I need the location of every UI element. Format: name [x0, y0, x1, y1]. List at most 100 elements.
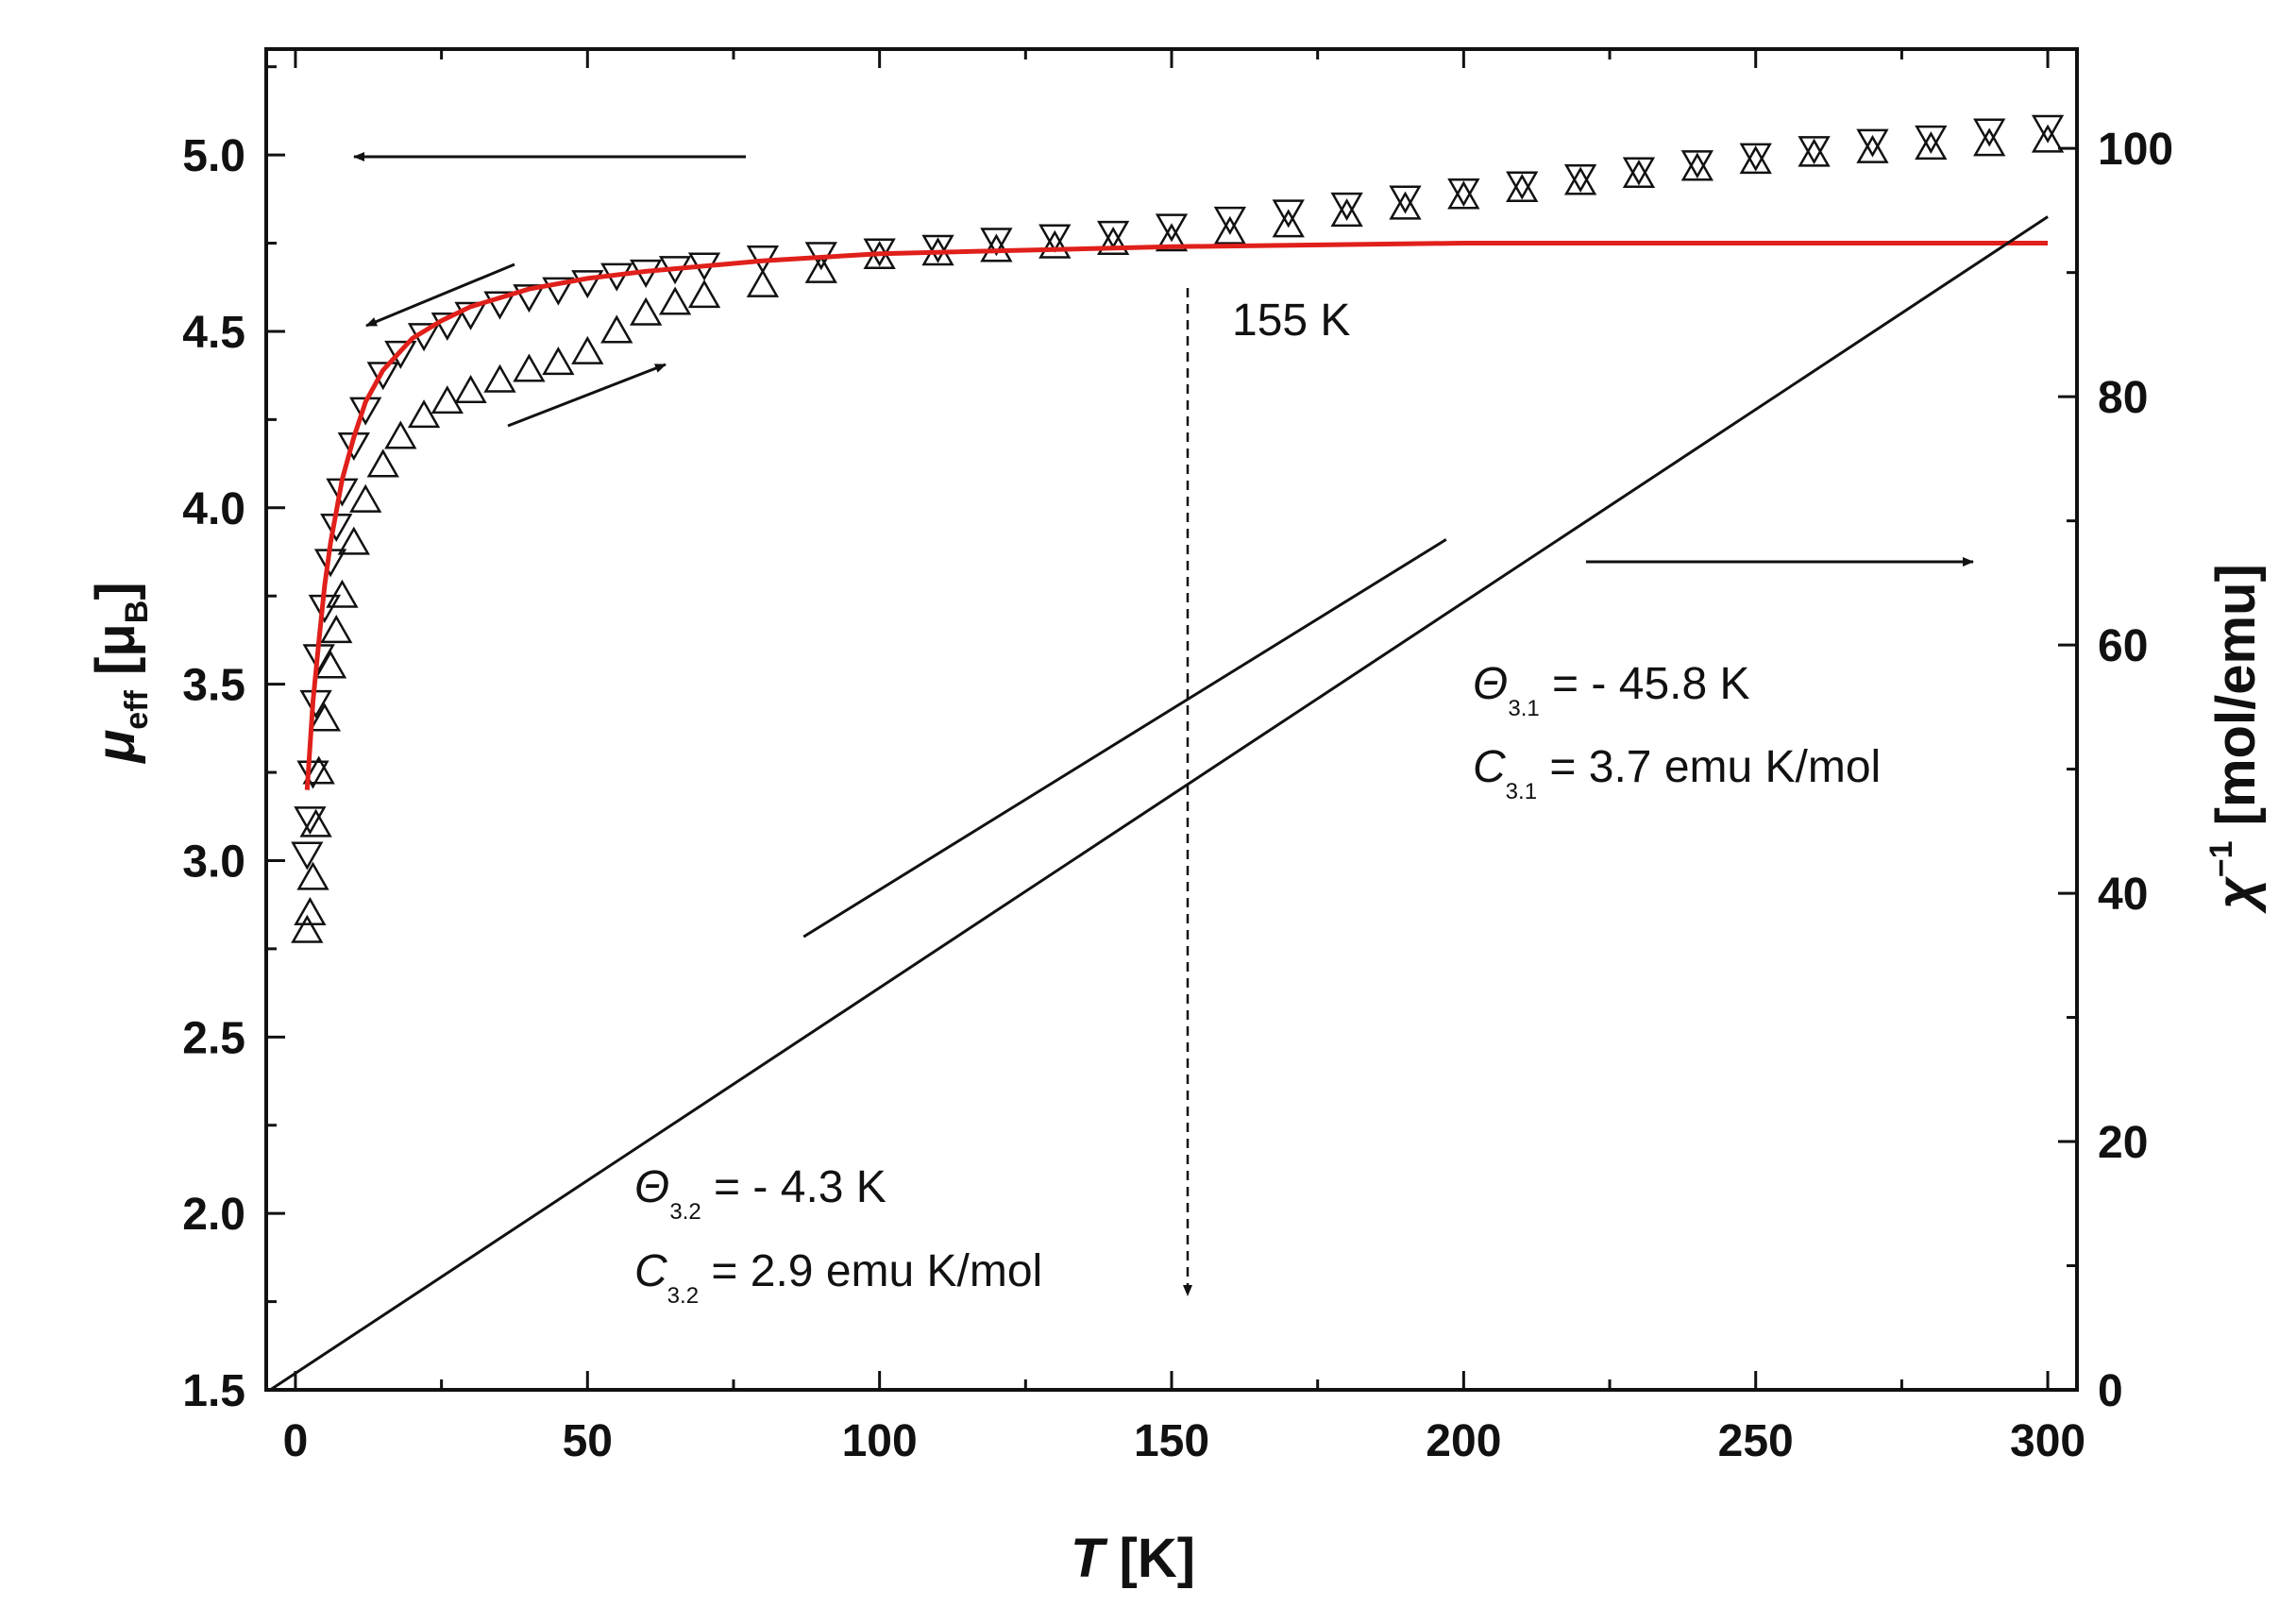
curie-weiss-fit-line: [802, 538, 1447, 939]
y-right-tick-label: 40: [2098, 870, 2148, 920]
data-point-triangle-down: [1739, 143, 1772, 172]
data-point-triangle-up: [1038, 229, 1072, 259]
data-point-triangle-up: [430, 385, 464, 414]
data-point-triangle-down: [1038, 224, 1072, 253]
data-point-triangle-down: [542, 277, 575, 306]
data-point-triangle-up: [308, 702, 342, 732]
y-right-tick-label: 100: [2098, 125, 2173, 175]
data-point-triangle-down: [454, 301, 487, 330]
data-point-triangle-up: [299, 808, 332, 837]
data-point-triangle-down: [1096, 220, 1130, 249]
y-left-tick-label: 4.5: [182, 308, 245, 358]
data-point-triangle-up: [313, 650, 347, 679]
data-point-triangle-up: [571, 335, 604, 364]
y-left-tick-label: 4.0: [182, 484, 245, 534]
data-point-triangle-down: [384, 340, 417, 369]
data-point-triangle-down: [1973, 118, 2006, 147]
data-point-triangle-up: [454, 374, 487, 403]
data-point-triangle-up: [1447, 180, 1480, 210]
data-point-triangle-down: [1622, 157, 1656, 186]
data-point-triangle-up: [658, 286, 692, 315]
data-point-triangle-down: [1447, 178, 1480, 207]
data-point-triangle-down: [1330, 192, 1363, 221]
data-point-triangle-down: [366, 362, 399, 391]
data-point-triangle-down: [1506, 171, 1539, 200]
data-point-triangle-down: [1680, 150, 1714, 179]
data-point-triangle-up: [302, 755, 335, 785]
data-point-triangle-up: [1622, 160, 1656, 189]
curie-weiss-fit-line: [269, 215, 2049, 1392]
fit-curve-red: [304, 241, 2049, 790]
y-right-tick-label: 60: [2098, 621, 2148, 671]
data-point-triangle-down: [1798, 136, 1831, 165]
data-point-triangle-down: [1563, 164, 1597, 194]
axis-ticks: [266, 49, 2077, 1392]
data-point-triangle-down: [1155, 213, 1189, 243]
data-point-triangle-down: [571, 270, 604, 299]
data-point-triangle-down: [921, 234, 954, 263]
data-point-triangle-down: [1213, 206, 1247, 235]
x-tick-label: 0: [283, 1416, 309, 1466]
data-point-triangle-up: [326, 579, 359, 608]
data-point-triangle-down: [1272, 199, 1305, 228]
annotation-theta-3-1: Θ3.1 = - 45.8 K: [1473, 659, 1750, 721]
data-point-triangle-down: [513, 284, 546, 313]
data-point-triangle-up: [1096, 227, 1130, 256]
data-point-triangle-up: [1330, 198, 1363, 228]
y-left-axis-title: μeff [μB]: [85, 582, 155, 764]
x-tick-label: 100: [842, 1416, 918, 1466]
data-point-triangle-up: [1563, 166, 1597, 195]
data-point-triangle-up: [1506, 173, 1539, 202]
data-point-triangle-down: [294, 806, 327, 836]
data-point-triangle-up: [1389, 191, 1422, 220]
x-tick-label: 50: [563, 1416, 613, 1466]
data-point-triangle-down: [430, 312, 464, 341]
y-left-tick-label: 2.0: [182, 1190, 245, 1240]
y-right-tick-label: 20: [2098, 1118, 2148, 1168]
data-point-triangle-up: [630, 296, 663, 326]
data-point-triangle-up: [1213, 215, 1247, 245]
x-tick-label: 150: [1134, 1416, 1209, 1466]
y-right-tick-label: 0: [2098, 1366, 2123, 1416]
data-point-triangle-up: [1272, 209, 1305, 238]
warming-arrow: [507, 363, 667, 428]
data-point-triangle-up: [1680, 152, 1714, 181]
data-point-triangle-up: [1856, 134, 1889, 163]
y-left-tick-label: 3.0: [182, 837, 245, 887]
data-point-triangle-down: [1915, 125, 1948, 154]
x-tick-label: 250: [1718, 1416, 1794, 1466]
data-point-triangle-up: [600, 314, 633, 344]
x-axis-title: T [K]: [1071, 1528, 1195, 1589]
x-tick-label: 300: [2010, 1416, 2085, 1466]
data-point-triangle-up: [2031, 124, 2065, 153]
y-right-tick-label: 80: [2098, 373, 2148, 423]
y-left-tick-label: 2.5: [182, 1013, 245, 1063]
data-point-triangle-up: [1973, 127, 2006, 157]
data-point-triangle-up: [366, 448, 399, 478]
data-point-triangle-down: [483, 291, 516, 320]
y-left-tick-label: 3.5: [182, 661, 245, 711]
data-point-triangle-up: [1155, 223, 1189, 252]
annotation-c-3-1: C3.1 = 3.7 emu K/mol: [1473, 742, 1881, 804]
data-point-triangle-up: [291, 914, 324, 943]
data-point-triangle-up: [804, 254, 837, 283]
y-left-tick-label: 1.5: [182, 1366, 245, 1416]
data-marks: [269, 114, 2065, 1392]
data-point-triangle-up: [349, 483, 382, 513]
data-point-triangle-up: [337, 526, 370, 555]
data-point-triangle-up: [1798, 138, 1831, 167]
data-point-triangle-up: [320, 615, 353, 644]
data-point-triangle-down: [980, 228, 1013, 257]
data-point-triangle-up: [296, 861, 329, 890]
annotation-theta-3-2: Θ3.2 = - 4.3 K: [634, 1162, 886, 1225]
y-right-axis-title: χ−1 [mol/emu]: [2203, 564, 2267, 915]
data-point-triangle-down: [2031, 114, 2065, 144]
data-point-triangle-up: [542, 347, 575, 376]
data-point-triangle-up: [384, 420, 417, 449]
data-point-triangle-up: [746, 268, 780, 297]
cooling-arrow: [365, 262, 515, 328]
tick-labels: 0 50 100 150 200 250 3001.52.02.53.03.54.04.55…: [182, 125, 2173, 1466]
data-point-triangle-up: [407, 399, 441, 429]
data-point-triangle-up: [687, 279, 721, 309]
